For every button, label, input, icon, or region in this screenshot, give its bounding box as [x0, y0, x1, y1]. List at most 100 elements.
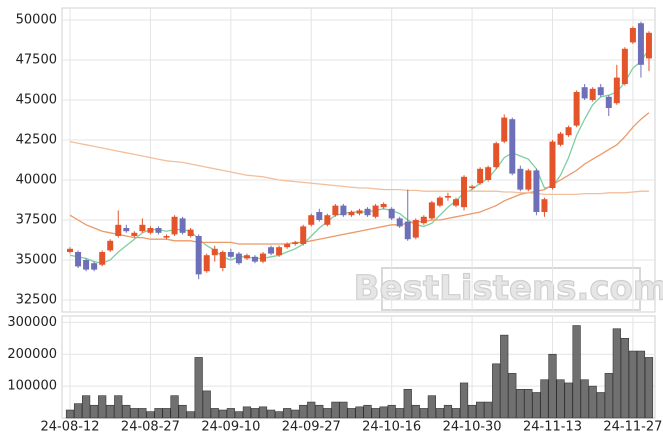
volume-bar	[628, 350, 637, 419]
watermark: BestListens.com	[354, 269, 663, 309]
volume-bar	[323, 408, 332, 419]
candle-body	[404, 221, 411, 240]
candle-body	[123, 228, 130, 232]
candle-body	[251, 256, 258, 262]
candle-body	[581, 87, 588, 99]
candle-body	[235, 253, 242, 264]
volume-bar	[379, 406, 388, 419]
candle-body	[211, 248, 218, 256]
candle-body	[284, 244, 291, 248]
moving-average-line	[69, 140, 649, 196]
candle-body	[589, 88, 596, 100]
y-tick-label: 50000	[16, 13, 57, 28]
watermark-box	[381, 267, 641, 311]
volume-bar	[186, 411, 195, 419]
candle-body	[324, 215, 331, 225]
candle-body	[533, 170, 540, 212]
candle-body	[605, 96, 612, 108]
candle-body	[99, 252, 106, 265]
candle-body	[629, 28, 636, 43]
volume-bar	[73, 403, 83, 419]
candle-body	[356, 210, 363, 214]
volume-bar	[516, 389, 525, 419]
candle-body	[332, 205, 339, 216]
volume-bar	[250, 408, 260, 419]
volume-bar	[234, 411, 243, 419]
candle-body	[549, 141, 556, 188]
candle-body	[613, 77, 620, 104]
volume-bar	[347, 408, 356, 419]
candle-body	[340, 205, 347, 216]
x-tick-label: 24-10-30	[443, 420, 502, 435]
candle-body	[541, 199, 548, 212]
volume-bar	[178, 404, 187, 419]
candle-body	[67, 248, 74, 252]
y-tick-label: 40000	[16, 173, 57, 188]
volume-bar	[508, 373, 517, 419]
volume-bar	[114, 395, 123, 419]
volume-bar	[315, 404, 324, 419]
candle-body	[131, 232, 138, 236]
candle-body	[469, 186, 476, 188]
candle-body	[364, 208, 371, 216]
volume-bar	[130, 408, 139, 419]
volume-bar	[548, 353, 557, 419]
candle-body	[412, 220, 419, 238]
volume-bar	[419, 408, 428, 419]
candle-body	[163, 236, 170, 238]
volume-bar	[492, 363, 501, 419]
x-tick-label: 24-08-12	[41, 420, 100, 435]
volume-bar	[596, 392, 605, 419]
candle-body	[187, 229, 194, 236]
volume-bar	[339, 401, 348, 419]
volume-bar	[644, 357, 654, 419]
volume-bar	[194, 357, 203, 419]
candle-body	[388, 208, 395, 219]
y-tick-label: 37500	[16, 213, 57, 228]
volume-bar	[500, 334, 509, 419]
candle-body	[171, 216, 178, 235]
y-tick-label: 35000	[16, 253, 57, 268]
volume-bar	[371, 408, 380, 419]
volume-bar	[484, 401, 493, 419]
volume-bar	[387, 404, 396, 419]
volume-bar	[435, 408, 445, 419]
volume-bar	[122, 404, 131, 419]
candle-body	[573, 92, 580, 126]
volume-bar	[299, 404, 308, 419]
volume-bar	[355, 406, 364, 419]
candle-body	[203, 255, 210, 272]
volume-bar	[580, 379, 589, 419]
volume-bar	[636, 350, 646, 419]
candle-body	[597, 87, 604, 96]
volume-bar	[162, 408, 171, 419]
candle-body	[292, 242, 299, 244]
volume-bar	[476, 401, 485, 419]
candle-body	[75, 252, 82, 267]
volume-bar	[572, 325, 581, 419]
y-tick-label: 47500	[16, 53, 57, 68]
volume-bar	[138, 408, 147, 419]
volume-bar	[459, 382, 469, 419]
volume-bar	[612, 328, 621, 419]
candle-body	[428, 202, 435, 219]
volume-bar	[467, 404, 477, 419]
volume-bar	[226, 408, 235, 419]
volume-bar	[564, 382, 573, 419]
candle-body	[260, 253, 267, 262]
candle-body	[308, 215, 315, 225]
candle-body	[621, 48, 628, 84]
volume-bar	[427, 395, 436, 419]
volume-bar	[395, 408, 404, 419]
candle-body	[91, 263, 98, 270]
y-tick-label: 42500	[16, 133, 57, 148]
volume-bar	[202, 390, 211, 419]
candle-body	[436, 197, 443, 206]
candle-body	[452, 199, 459, 206]
candle-body	[219, 252, 226, 268]
candle-body	[227, 252, 234, 257]
volume-bar	[443, 404, 453, 419]
x-tick-label: 24-08-27	[121, 420, 180, 435]
volume-bar	[82, 395, 91, 419]
